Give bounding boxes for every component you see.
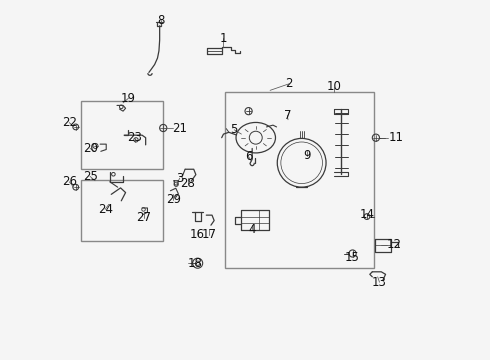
Text: 25: 25: [83, 170, 98, 183]
Text: 17: 17: [202, 228, 217, 241]
Text: 28: 28: [180, 177, 195, 190]
Text: 12: 12: [387, 238, 402, 251]
Text: 10: 10: [326, 80, 342, 93]
Text: 9: 9: [303, 149, 311, 162]
Text: 7: 7: [284, 109, 291, 122]
Text: 6: 6: [245, 150, 252, 163]
Text: 11: 11: [389, 131, 403, 144]
Text: 20: 20: [83, 142, 98, 155]
Text: 13: 13: [372, 276, 387, 289]
Text: 16: 16: [190, 228, 205, 241]
Text: 18: 18: [188, 257, 202, 270]
Text: 8: 8: [157, 14, 165, 27]
Text: 3: 3: [176, 172, 183, 185]
Text: 5: 5: [231, 123, 238, 136]
Bar: [81, 101, 163, 169]
Text: 27: 27: [136, 211, 151, 224]
Text: 29: 29: [166, 193, 181, 206]
Text: 26: 26: [62, 175, 77, 188]
Text: 2: 2: [285, 77, 293, 90]
Text: 4: 4: [248, 223, 256, 236]
Text: 22: 22: [62, 116, 77, 129]
Bar: [225, 92, 374, 268]
Text: 14: 14: [360, 208, 374, 221]
Text: 23: 23: [127, 131, 142, 144]
Text: 21: 21: [172, 122, 188, 135]
Text: 19: 19: [121, 92, 136, 105]
Text: 1: 1: [220, 32, 227, 45]
Text: 15: 15: [345, 251, 360, 264]
Text: 24: 24: [98, 203, 113, 216]
Bar: [81, 180, 163, 241]
